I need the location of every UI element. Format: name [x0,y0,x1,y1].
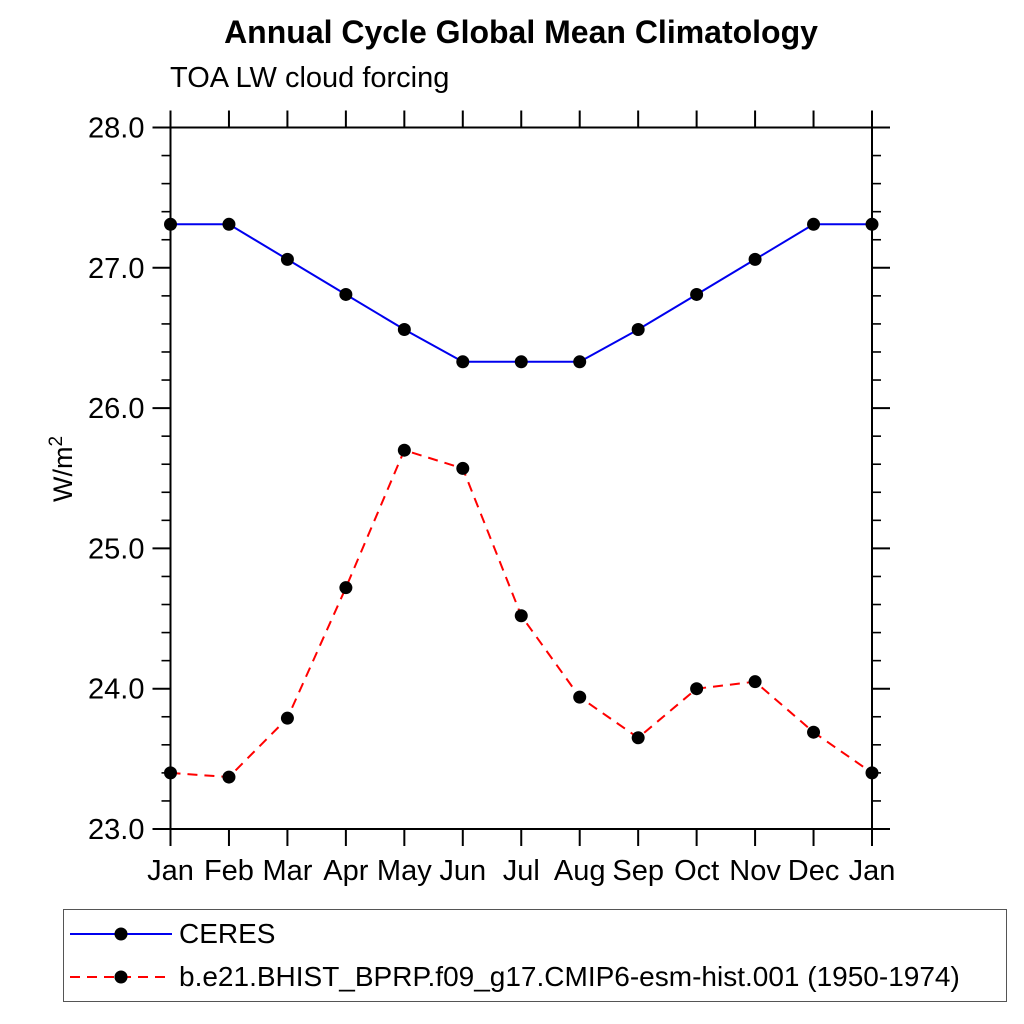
plot-frame [169,126,873,830]
data-point-marker-series-1 [514,609,528,623]
legend-label-ceres: CERES [179,918,276,949]
x-tick-label: Dec [788,855,840,887]
y-tick-label: 27.0 [88,253,144,285]
data-point-marker-series-1 [222,770,236,784]
data-point-marker-series-1 [164,766,177,780]
data-point-marker-series-1 [339,581,353,595]
legend-entry-model: b.e21.BHIST_BPRP.f09_g17.CMIP6-esm-hist.… [68,959,1006,995]
data-point-marker-series-1 [573,690,587,704]
data-point-marker-series-0 [397,323,411,337]
data-point-marker-series-0 [456,355,470,369]
data-point-marker-series-0 [690,287,704,301]
y-tick-label: 25.0 [88,533,144,565]
legend-marker-dot-icon [114,927,128,941]
data-point-marker-series-1 [690,682,704,696]
data-point-marker-series-1 [456,461,470,475]
data-point-marker-series-1 [631,731,645,745]
data-point-marker-series-1 [807,725,821,739]
y-tick-label: 26.0 [88,393,144,425]
data-point-marker-series-0 [280,252,294,266]
data-point-marker-series-0 [222,217,236,231]
data-point-marker-series-0 [748,252,762,266]
chart-subtitle: TOA LW cloud forcing [170,62,450,94]
x-tick-label: Jan [849,855,896,887]
legend-label-model: b.e21.BHIST_BPRP.f09_g17.CMIP6-esm-hist.… [179,961,960,992]
data-point-marker-series-0 [164,217,177,231]
data-point-marker-series-1 [280,711,294,725]
x-tick-label: Jul [503,855,540,887]
y-tick-label: 23.0 [88,814,144,846]
x-tick-label: Feb [204,855,254,887]
y-tick-label: 24.0 [88,674,144,706]
x-tick-label: Jan [147,855,194,887]
series-line-0 [170,223,872,363]
y-tick-label: 28.0 [88,113,144,145]
x-tick-label: Aug [554,855,606,887]
data-point-marker-series-0 [865,217,879,231]
data-point-marker-series-0 [339,287,353,301]
x-tick-label: Oct [674,855,719,887]
data-point-marker-series-0 [807,217,821,231]
legend: CERES b.e21.BHIST_BPRP.f09_g17.CMIP6-esm… [63,909,1007,1002]
data-point-marker-series-0 [631,323,645,337]
x-tick-label: Jun [439,855,486,887]
legend-marker-dot-icon [114,970,128,984]
x-tick-label: Mar [262,855,312,887]
data-point-marker-series-0 [573,355,587,369]
x-tick-label: Apr [323,855,368,887]
x-tick-label: Nov [729,855,781,887]
legend-line-sample-dashed [70,970,172,984]
legend-line-sample-solid [70,927,172,941]
data-point-marker-series-1 [748,675,762,689]
x-tick-label: Sep [612,855,664,887]
data-point-marker-series-1 [397,443,411,457]
chart-title: Annual Cycle Global Mean Climatology [224,14,818,50]
x-tick-label: May [377,855,432,887]
legend-entry-ceres: CERES [68,916,1006,952]
data-point-marker-series-0 [514,355,528,369]
data-point-marker-series-1 [865,766,879,780]
